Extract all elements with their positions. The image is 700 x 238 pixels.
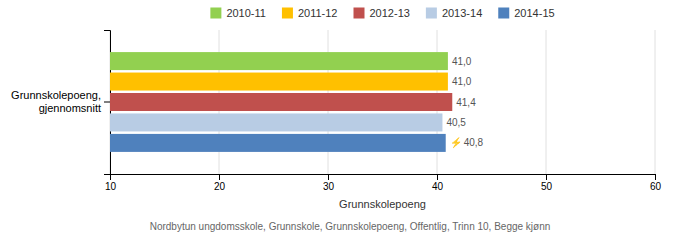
data-label: 40,5 bbox=[446, 117, 466, 128]
x-tick: 20 bbox=[214, 174, 226, 192]
data-label: 41,0 bbox=[452, 76, 472, 87]
bars bbox=[110, 52, 452, 152]
x-tick: 50 bbox=[541, 174, 553, 192]
x-tick: 60 bbox=[650, 174, 662, 192]
data-labels: 41,0 41,0 41,4 40,5 ⚡40,8 bbox=[446, 56, 483, 150]
x-axis-line bbox=[111, 175, 656, 181]
legend-item: 2013-14 bbox=[426, 7, 482, 19]
y-tick-label-line: Grunnskolepoeng, bbox=[11, 89, 101, 101]
grid-line bbox=[655, 30, 656, 174]
x-tick-mark bbox=[219, 174, 220, 180]
legend-swatch bbox=[210, 8, 221, 19]
x-tick-label: 50 bbox=[541, 181, 553, 192]
bar bbox=[110, 113, 442, 131]
data-label: 41,4 bbox=[456, 97, 476, 108]
x-tick-label: 20 bbox=[214, 181, 226, 192]
legend-swatch bbox=[426, 8, 437, 19]
legend-swatch bbox=[498, 8, 509, 19]
chart: 10 20 30 40 50 60 Grunnskolepoeng,gjennomsnitt… bbox=[0, 0, 700, 238]
x-tick: 30 bbox=[323, 174, 335, 192]
x-tick-mark bbox=[328, 174, 329, 180]
x-tick-label: 60 bbox=[650, 181, 662, 192]
x-tick-label: 40 bbox=[432, 181, 444, 192]
legend-label: 2013-14 bbox=[442, 7, 482, 19]
bar bbox=[110, 134, 446, 152]
x-tick-label: 10 bbox=[105, 181, 117, 192]
y-tick-label-line: gjennomsnitt bbox=[39, 102, 101, 114]
bar bbox=[110, 52, 448, 70]
grid bbox=[110, 30, 655, 174]
legend-item: 2011-12 bbox=[282, 7, 338, 19]
legend-label: 2014-15 bbox=[514, 7, 554, 19]
y-axis-line bbox=[104, 31, 111, 175]
x-axis: 10 20 30 40 50 60 bbox=[105, 174, 662, 192]
data-label: 41,0 bbox=[452, 56, 472, 67]
bar bbox=[110, 93, 452, 111]
legend-swatch bbox=[354, 8, 365, 19]
x-tick-mark bbox=[655, 174, 656, 180]
bar bbox=[110, 73, 448, 91]
x-axis-title: Grunnskolepoeng bbox=[339, 198, 426, 210]
legend-label: 2010-11 bbox=[226, 7, 266, 19]
legend-swatch bbox=[282, 8, 293, 19]
x-tick-label: 30 bbox=[323, 181, 335, 192]
data-label: 40,8 bbox=[464, 137, 484, 148]
x-tick: 40 bbox=[432, 174, 444, 192]
y-axis: Grunnskolepoeng,gjennomsnitt bbox=[11, 31, 110, 175]
legend-label: 2011-12 bbox=[298, 7, 338, 19]
footnote: Nordbytun ungdomsskole, Grunnskole, Grun… bbox=[150, 221, 551, 232]
grid-line bbox=[546, 30, 547, 174]
legend-item: 2012-13 bbox=[354, 7, 410, 19]
legend-label: 2012-13 bbox=[370, 7, 410, 19]
y-tick-mark bbox=[104, 102, 110, 103]
x-tick-mark bbox=[546, 174, 547, 180]
annotation: ⚡ bbox=[450, 136, 462, 149]
x-tick-mark bbox=[437, 174, 438, 180]
plot: 10 20 30 40 50 60 Grunnskolepoeng,gjennomsnitt… bbox=[11, 30, 661, 210]
legend-item: 2010-11 bbox=[210, 7, 266, 19]
y-tick-label: Grunnskolepoeng,gjennomsnitt bbox=[11, 89, 101, 114]
x-tick: 10 bbox=[105, 174, 117, 192]
legend: 2010-11 2011-12 2012-13 2013-14 2014-15 bbox=[210, 7, 554, 19]
y-tick: Grunnskolepoeng,gjennomsnitt bbox=[11, 89, 110, 114]
legend-item: 2014-15 bbox=[498, 7, 554, 19]
